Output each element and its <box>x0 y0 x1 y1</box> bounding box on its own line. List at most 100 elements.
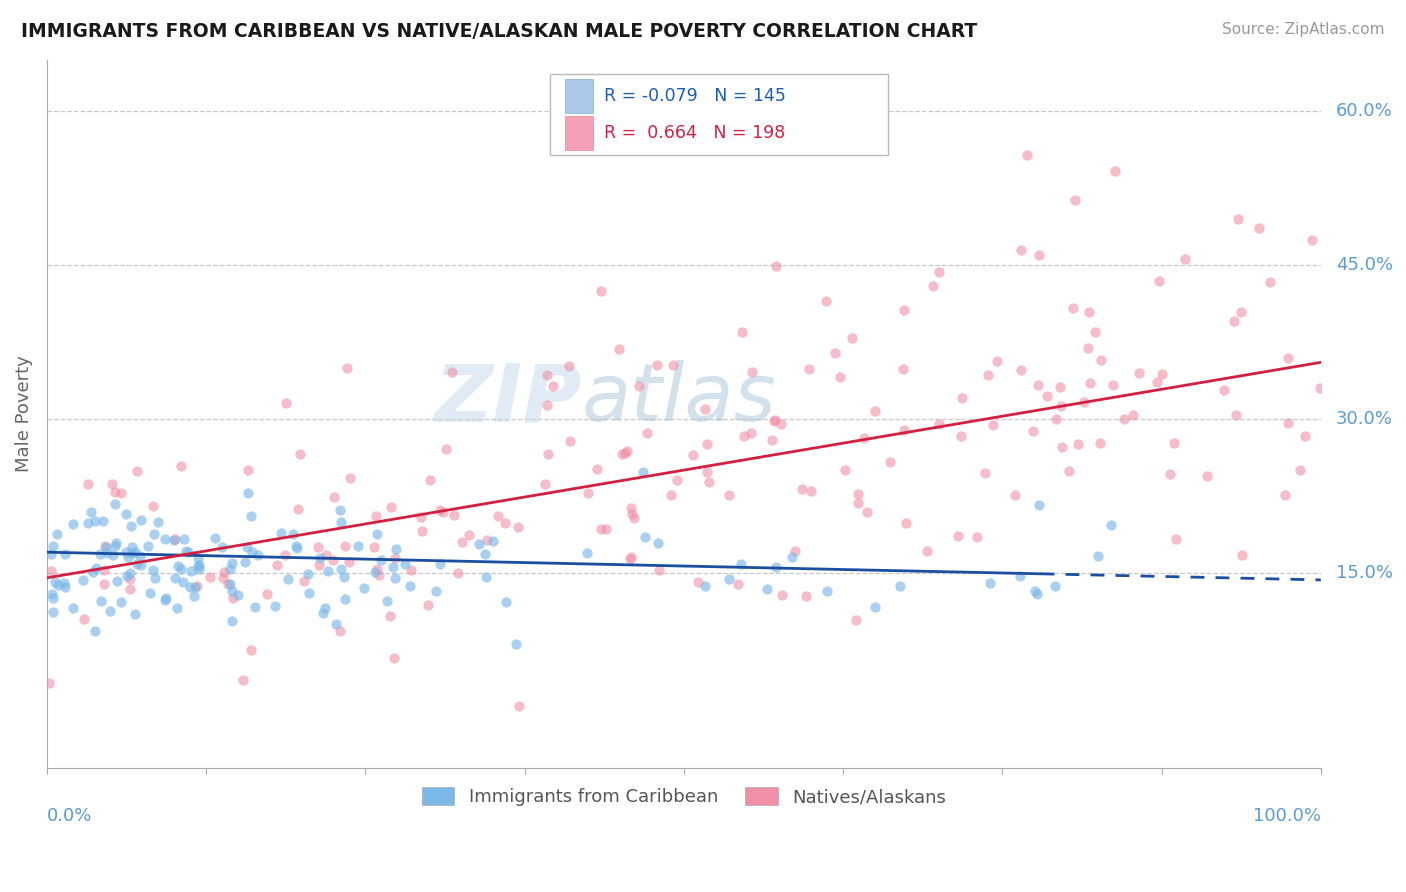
Point <box>115 508 138 522</box>
Point <box>1099 518 1122 533</box>
Point <box>346 539 368 553</box>
Point <box>104 485 127 500</box>
Point <box>82 566 104 580</box>
Point <box>84 514 107 528</box>
Point <box>184 580 207 594</box>
Point <box>409 510 432 524</box>
Point <box>285 539 308 553</box>
Point <box>316 564 339 578</box>
Point <box>364 565 387 579</box>
Point <box>243 600 266 615</box>
Text: atlas: atlas <box>582 360 776 439</box>
Point <box>370 553 392 567</box>
Point <box>636 426 658 441</box>
Legend: Immigrants from Caribbean, Natives/Alaskans: Immigrants from Caribbean, Natives/Alask… <box>413 779 955 815</box>
Point <box>928 265 950 279</box>
FancyBboxPatch shape <box>550 74 887 155</box>
Point <box>979 576 1001 591</box>
Point <box>765 259 787 273</box>
Point <box>110 595 132 609</box>
Point <box>534 476 557 491</box>
Point <box>218 577 240 591</box>
Point <box>186 579 208 593</box>
Point <box>166 559 188 574</box>
Point <box>610 447 633 461</box>
Point <box>763 413 786 427</box>
Point <box>434 442 457 457</box>
Point <box>1043 579 1066 593</box>
Point <box>468 537 491 551</box>
Point <box>1222 313 1244 327</box>
Point <box>117 550 139 565</box>
Point <box>1152 367 1174 381</box>
Point <box>974 467 997 481</box>
Point <box>1028 248 1050 262</box>
Point <box>488 509 510 524</box>
Point <box>1024 583 1046 598</box>
Point <box>631 465 654 479</box>
Point <box>475 570 498 584</box>
Point <box>136 539 159 553</box>
Point <box>1163 436 1185 450</box>
Point <box>440 365 463 379</box>
Y-axis label: Male Poverty: Male Poverty <box>15 355 32 472</box>
Point <box>281 527 304 541</box>
Point <box>696 465 718 479</box>
Point <box>129 549 152 564</box>
Point <box>187 558 209 573</box>
Point <box>889 579 911 593</box>
Point <box>785 543 807 558</box>
Point <box>188 558 211 572</box>
Point <box>1149 274 1171 288</box>
Point <box>142 563 165 577</box>
Point <box>928 417 950 431</box>
Point <box>124 544 146 558</box>
Point <box>330 515 353 529</box>
Point <box>115 545 138 559</box>
Point <box>648 563 671 577</box>
Point <box>367 568 389 582</box>
Point <box>173 532 195 546</box>
Point <box>179 581 201 595</box>
Point <box>174 544 197 558</box>
Point <box>1067 437 1090 451</box>
Point <box>841 331 863 345</box>
Point <box>120 582 142 596</box>
Point <box>187 550 209 565</box>
Point <box>155 591 177 605</box>
Point <box>212 571 235 585</box>
Point <box>131 558 153 572</box>
Point <box>297 567 319 582</box>
Point <box>96 546 118 560</box>
Point <box>211 540 233 554</box>
Point <box>697 475 720 489</box>
Point <box>375 594 398 608</box>
Point <box>363 540 385 554</box>
Point <box>756 582 779 596</box>
Point <box>335 592 357 607</box>
Point <box>163 533 186 548</box>
Point <box>73 612 96 626</box>
Point <box>93 577 115 591</box>
Point <box>419 473 441 487</box>
Point <box>90 594 112 608</box>
Point <box>325 617 347 632</box>
Point <box>1301 233 1323 247</box>
Point <box>143 527 166 541</box>
Point <box>815 583 838 598</box>
Point <box>98 604 121 618</box>
Point <box>1057 464 1080 478</box>
Point <box>1010 363 1032 377</box>
Point <box>339 470 361 484</box>
Point <box>221 556 243 570</box>
Point <box>846 487 869 501</box>
Point <box>333 539 356 553</box>
Point <box>172 574 194 589</box>
Point <box>41 587 63 601</box>
Point <box>494 516 516 530</box>
Point <box>1028 499 1050 513</box>
Point <box>125 558 148 572</box>
Point <box>1274 487 1296 501</box>
Point <box>537 447 560 461</box>
Point <box>1084 325 1107 339</box>
